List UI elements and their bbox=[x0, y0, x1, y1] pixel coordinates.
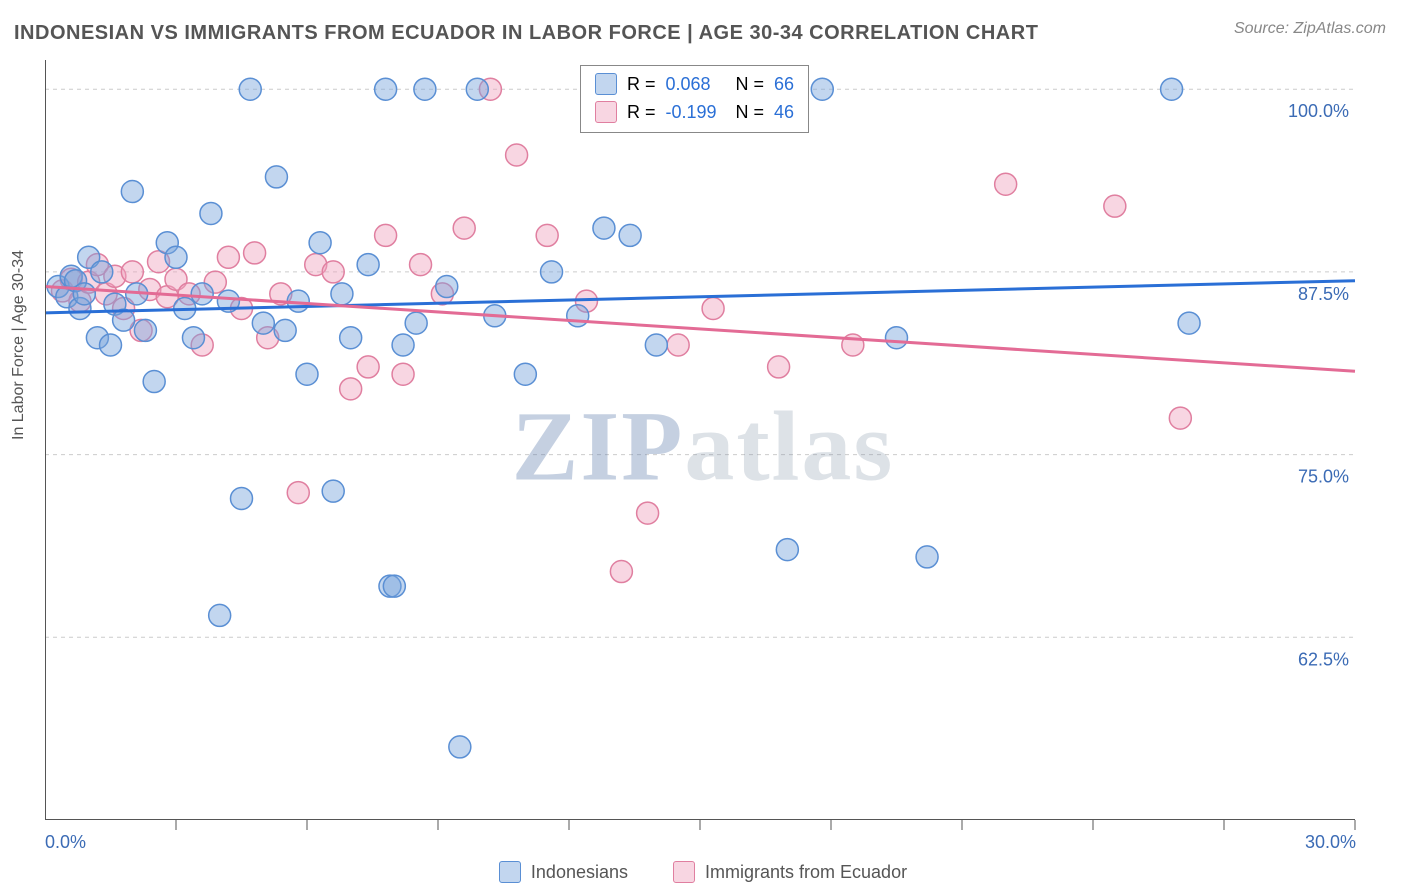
swatch-indonesians bbox=[595, 73, 617, 95]
legend-label-a: Indonesians bbox=[531, 862, 628, 883]
swatch-ecuador bbox=[595, 101, 617, 123]
r-value-a: 0.068 bbox=[666, 70, 726, 98]
legend-bottom: Indonesians Immigrants from Ecuador bbox=[0, 861, 1406, 888]
stats-row-indonesians: R = 0.068 N = 66 bbox=[595, 70, 794, 98]
n-label: N = bbox=[736, 98, 765, 126]
chart-title: INDONESIAN VS IMMIGRANTS FROM ECUADOR IN… bbox=[14, 22, 1038, 45]
y-axis-label: In Labor Force | Age 30-34 bbox=[10, 250, 28, 440]
plot-border bbox=[45, 60, 1355, 820]
stats-row-ecuador: R = -0.199 N = 46 bbox=[595, 98, 794, 126]
x-axis-min-label: 0.0% bbox=[45, 832, 86, 853]
legend-label-b: Immigrants from Ecuador bbox=[705, 862, 907, 883]
legend-item-ecuador: Immigrants from Ecuador bbox=[673, 861, 907, 883]
n-label: N = bbox=[736, 70, 765, 98]
n-value-b: 46 bbox=[774, 98, 794, 126]
r-label: R = bbox=[627, 98, 656, 126]
swatch-indonesians bbox=[499, 861, 521, 883]
swatch-ecuador bbox=[673, 861, 695, 883]
x-axis-max-label: 30.0% bbox=[1305, 832, 1356, 853]
stats-legend-box: R = 0.068 N = 66 R = -0.199 N = 46 bbox=[580, 65, 809, 133]
n-value-a: 66 bbox=[774, 70, 794, 98]
legend-item-indonesians: Indonesians bbox=[499, 861, 628, 883]
source-label: Source: ZipAtlas.com bbox=[1234, 20, 1386, 38]
r-value-b: -0.199 bbox=[666, 98, 726, 126]
r-label: R = bbox=[627, 70, 656, 98]
